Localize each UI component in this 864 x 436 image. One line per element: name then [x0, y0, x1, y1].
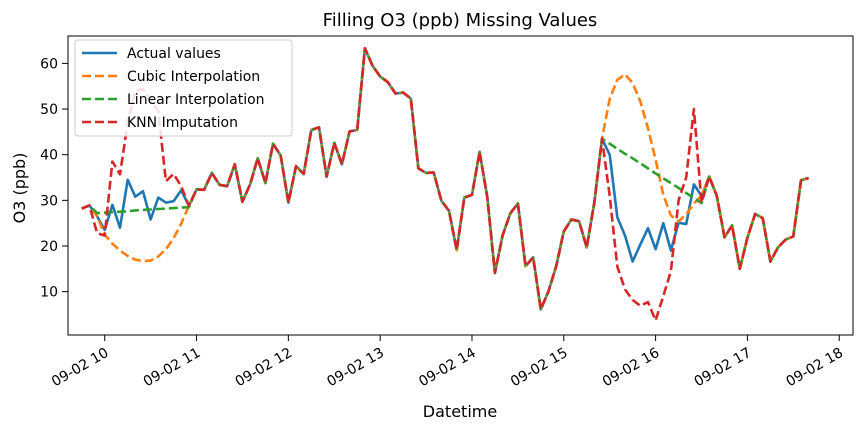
- x-tick-label: 09-02 17: [692, 345, 755, 390]
- x-tick-label: 09-02 13: [324, 345, 387, 390]
- y-tick-label: 20: [40, 239, 58, 255]
- y-tick-label: 40: [40, 148, 58, 164]
- x-tick-label: 09-02 11: [141, 345, 204, 390]
- plot-area: [67, 35, 854, 336]
- legend-label: Actual values: [127, 46, 221, 62]
- y-tick-label: 10: [40, 285, 58, 301]
- x-axis-label: Datetime: [423, 402, 497, 421]
- x-tick-label: 09-02 18: [784, 345, 847, 390]
- series-line-knn-imputation: [81, 47, 809, 322]
- x-tick-label: 09-02 12: [233, 345, 296, 390]
- y-axis-label: O3 (ppb): [10, 153, 29, 224]
- legend-label: Linear Interpolation: [127, 92, 265, 108]
- x-tick-label: 09-02 10: [49, 345, 112, 390]
- y-tick-label: 60: [40, 56, 58, 72]
- y-tick-label: 50: [40, 102, 58, 118]
- x-tick-label: 09-02 14: [416, 345, 479, 390]
- legend-label: KNN Imputation: [127, 115, 238, 131]
- legend-label: Cubic Interpolation: [127, 69, 260, 85]
- chart-title: Filling O3 (ppb) Missing Values: [323, 10, 598, 31]
- legend-box: [74, 39, 293, 137]
- plot-frame: [67, 35, 854, 336]
- x-axis: 09-02 10 09-02 11 09-02 12 09-02 13 09-02 14…: [49, 335, 846, 390]
- y-tick-label: 30: [40, 193, 58, 209]
- legend: Actual values Cubic Interpolation Linear I…: [74, 39, 293, 137]
- x-tick-label: 09-02 15: [508, 345, 571, 390]
- y-axis: 10 20 30 40 50 60: [40, 56, 68, 301]
- x-tick-label: 09-02 16: [600, 345, 663, 390]
